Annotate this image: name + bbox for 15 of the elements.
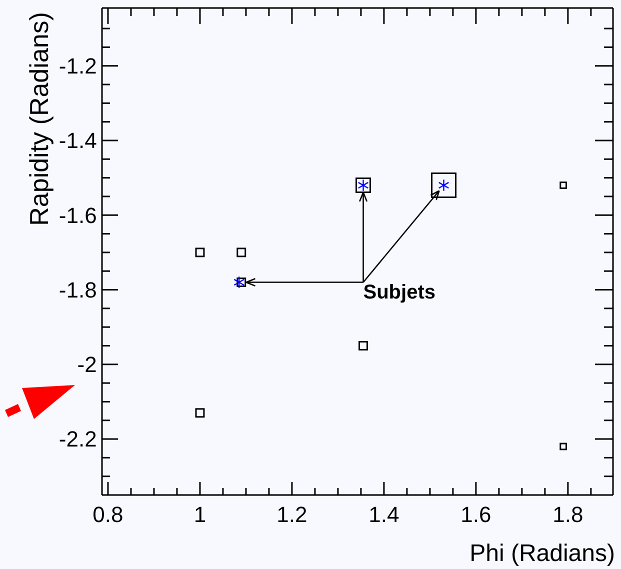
y-tick-label: -1.2 [58, 54, 97, 79]
y-tick-label: -1.8 [58, 277, 97, 302]
x-tick-label: 1.8 [552, 502, 584, 528]
y-tick-label: -1.4 [58, 128, 97, 154]
x-tick-label: 1.4 [368, 502, 400, 528]
x-tick-label: 1.2 [276, 502, 308, 528]
y-tick-label: -2.2 [58, 426, 97, 452]
x-axis-title: Phi (Radians) [470, 540, 615, 567]
annotation: Subjets [363, 281, 436, 304]
x-tick-label: 0.8 [92, 502, 124, 528]
y-tick-label: -2 [77, 352, 97, 378]
x-tick-label: 1.6 [460, 502, 492, 528]
x-tick-label: 1 [194, 502, 206, 528]
y-axis-title: Rapidity (Radians) [24, 12, 54, 226]
y-tick-label: -1.6 [58, 202, 97, 228]
